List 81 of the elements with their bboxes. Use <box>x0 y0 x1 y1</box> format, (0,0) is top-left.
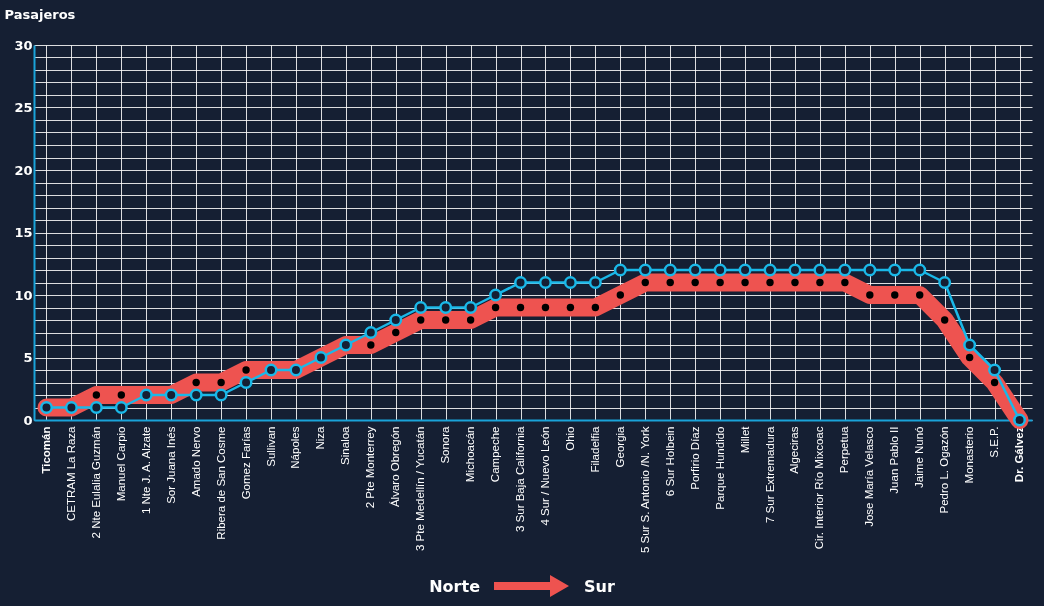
point <box>464 301 478 314</box>
y-axis-title: Pasajeros <box>4 6 76 22</box>
x-tick-label: Michoacán <box>464 426 477 483</box>
x-tick-label: S.E.P. <box>988 426 1001 458</box>
point <box>763 263 777 277</box>
x-tick-label: 4 Sur / Nuevo León <box>538 426 551 526</box>
x-tick-label: Millet <box>738 425 751 454</box>
point <box>613 263 627 277</box>
point <box>838 263 852 277</box>
x-tick-label: Parque Hundido <box>713 426 726 510</box>
point <box>963 338 977 352</box>
point <box>364 326 378 339</box>
x-tick-label: Álvaro Obregón <box>389 426 402 508</box>
point <box>738 263 752 277</box>
point <box>788 263 802 277</box>
point <box>214 388 228 402</box>
x-tick-label: Niza <box>314 425 327 450</box>
x-tick-label: Filadelfia <box>588 425 601 473</box>
y-tick-label: 20 <box>14 162 33 178</box>
y-tick-label: 25 <box>14 100 33 115</box>
x-tick-label: Sinaloa <box>339 425 352 465</box>
x-tick-label: Ohio <box>563 426 576 451</box>
y-tick-label: 30 <box>14 37 33 53</box>
x-tick-label: Ticomán <box>39 426 52 474</box>
x-tick-label: Manuel Carpio <box>114 426 127 502</box>
point <box>389 313 403 327</box>
x-tick-label: Sullivan <box>264 426 277 467</box>
point <box>713 263 727 277</box>
x-tick-label: Gomez Farías <box>239 426 252 500</box>
point <box>938 276 952 289</box>
y-tick-label: 5 <box>23 350 33 365</box>
point <box>588 276 602 289</box>
point <box>514 276 528 289</box>
x-tick-label: 1 Nte J. A. Alzate <box>139 426 152 515</box>
x-tick-label: Jose María Velasco <box>863 426 876 527</box>
x-tick-label: CETRAM La Raza <box>64 425 77 522</box>
point <box>813 263 827 277</box>
point <box>489 288 503 302</box>
point <box>988 363 1002 377</box>
x-tick-label: Campeche <box>489 426 502 483</box>
point <box>414 301 428 314</box>
point <box>189 388 203 402</box>
point <box>239 376 253 389</box>
text: Norte <box>429 576 480 596</box>
x-tick-label: Porfirio Díaz <box>688 426 701 490</box>
y-tick-label: 15 <box>14 225 33 240</box>
text: Sur <box>583 576 615 596</box>
y-tick-label: 0 <box>23 412 33 428</box>
x-tick-label: Monasterio <box>963 426 976 484</box>
point <box>538 276 552 289</box>
x-tick-label: 5 Sur S. Antonio /N. York <box>638 426 651 554</box>
x-tick-label: Amado Nervo <box>189 426 202 497</box>
x-tick-label: Juan Pablo II <box>888 426 901 494</box>
x-tick-label: 3 Pte Medellín / Yucatán <box>414 426 427 551</box>
point <box>89 401 103 414</box>
x-tick-label: Nápoles <box>289 426 302 469</box>
x-tick-label: 7 Sur Extremadura <box>763 425 776 524</box>
x-tick-label: Ribera de San Cosme <box>214 426 227 540</box>
point <box>913 263 927 277</box>
point <box>663 263 677 277</box>
point <box>863 263 877 277</box>
x-tick-label: Dr. Gálvez <box>1013 426 1026 483</box>
x-tick-label: Jaime Nunó <box>913 426 926 488</box>
point <box>688 263 702 277</box>
x-tick-label: 6 Sur Holbein <box>663 426 676 497</box>
x-tick-label: Perpetua <box>838 425 851 474</box>
x-tick-label: Sonora <box>439 425 452 464</box>
x-tick-label: Algeciras <box>788 426 801 474</box>
x-tick-label: 2 Nte Eulalia Guzmán <box>89 426 102 539</box>
x-tick-label: Pedro L. Ogazón <box>938 426 951 514</box>
point <box>114 401 128 414</box>
y-tick-label: 10 <box>14 287 33 303</box>
x-tick-label: 3 Sur Baja California <box>514 425 527 532</box>
x-tick-label: Cir. Interior Río Mixcoac <box>813 426 826 550</box>
x-tick-label: 2 Pte Monterrey <box>364 426 377 509</box>
point <box>888 263 902 277</box>
point <box>638 263 652 277</box>
x-tick-label: Georgia <box>613 425 626 468</box>
point <box>439 301 453 314</box>
point <box>563 276 577 289</box>
x-tick-label: Sor Juana Inés <box>164 426 177 504</box>
